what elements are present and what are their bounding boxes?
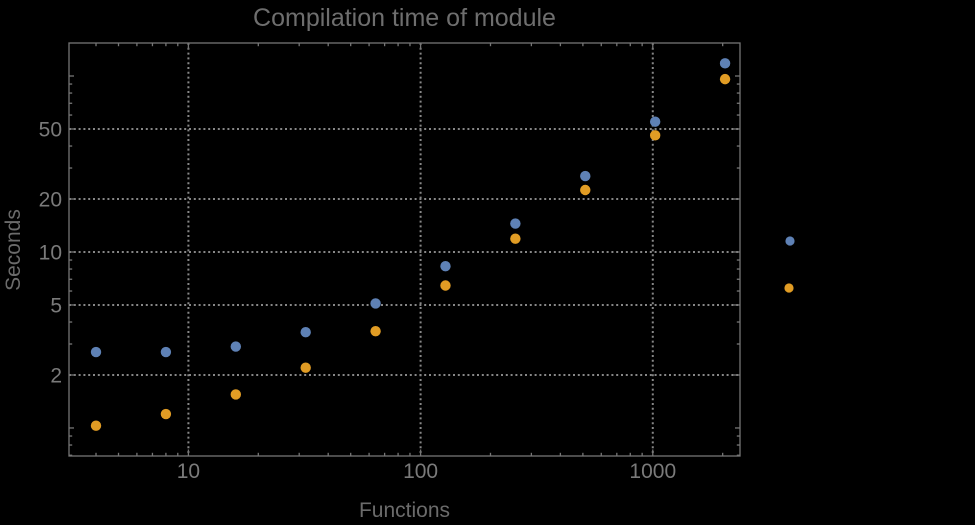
- y-tick-label: 5: [50, 294, 62, 317]
- data-point-series-blue: [440, 261, 451, 272]
- data-point-series-blue: [510, 218, 521, 229]
- x-axis-label: Functions: [358, 499, 451, 522]
- plot-frame: [68, 42, 741, 457]
- y-tick-label: 20: [39, 189, 62, 212]
- y-tick-label: 10: [39, 241, 62, 264]
- data-point-series-orange: [719, 73, 731, 85]
- x-tick-label: 1000: [629, 460, 676, 483]
- legend-marker-1: [785, 236, 795, 246]
- x-tick-label: 10: [177, 460, 200, 483]
- data-point-series-orange: [300, 362, 311, 373]
- data-point-series-blue: [160, 346, 172, 358]
- data-point-series-orange: [649, 130, 661, 141]
- data-point-series-orange: [510, 233, 521, 244]
- data-point-series-orange: [160, 408, 172, 420]
- data-point-series-orange: [580, 184, 591, 196]
- data-point-series-blue: [300, 327, 311, 338]
- y-tick-label: 50: [39, 118, 62, 141]
- data-point-series-orange: [440, 280, 451, 291]
- data-point-series-blue: [230, 341, 242, 352]
- data-point-series-blue: [649, 116, 661, 127]
- y-tick-label: 2: [50, 364, 62, 387]
- data-point-series-blue: [370, 298, 381, 309]
- legend-marker-2: [784, 283, 794, 293]
- data-point-series-blue: [90, 346, 102, 358]
- x-tick-label: 100: [403, 460, 438, 483]
- data-point-series-orange: [90, 420, 102, 431]
- chart-title: Compilation time of module: [253, 4, 556, 32]
- data-point-series-orange: [370, 325, 381, 337]
- data-point-series-blue: [719, 58, 731, 69]
- data-point-series-blue: [580, 170, 591, 182]
- data-point-series-orange: [230, 389, 242, 400]
